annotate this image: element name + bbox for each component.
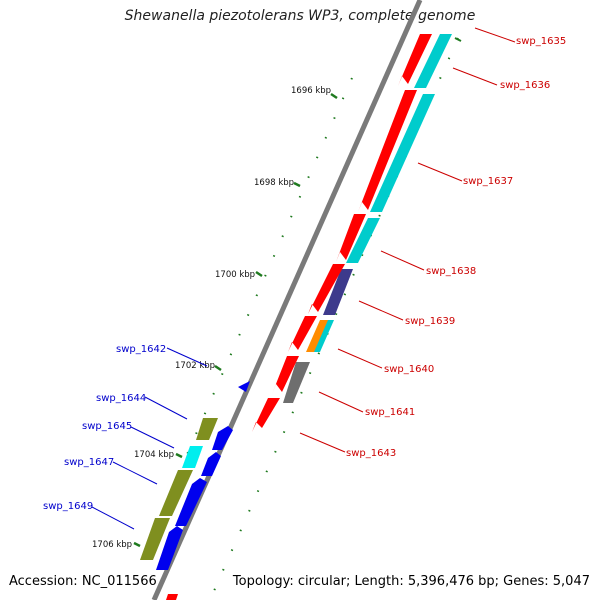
label-leader — [91, 506, 135, 530]
label-leader — [337, 348, 383, 369]
cds-forward — [308, 264, 345, 314]
accession-text: Accession: NC_011566 — [9, 574, 157, 589]
gene-label[interactable]: swp_1640 — [384, 364, 434, 375]
ruler-label: 1706 kbp — [92, 540, 132, 550]
cds-reverse — [238, 381, 250, 392]
cog-block — [306, 320, 330, 352]
gene-label[interactable]: swp_1635 — [516, 36, 566, 47]
cog-block — [414, 34, 452, 88]
cds-forward — [252, 398, 280, 432]
genome-backbone — [151, 0, 423, 600]
ruler-tick — [330, 92, 338, 100]
ruler-tick — [175, 452, 183, 459]
cds-forward — [336, 214, 366, 262]
label-leader — [452, 67, 498, 86]
label-leader — [144, 396, 188, 420]
inner-guide-track — [142, 77, 353, 556]
cds-reverse — [175, 478, 207, 526]
gene-label[interactable]: swp_1649 — [43, 501, 93, 512]
cog-block-reverse — [196, 418, 218, 440]
label-leader — [112, 461, 158, 485]
cog-block — [314, 320, 334, 352]
ruler-tick — [293, 181, 301, 188]
ruler-label: 1696 kbp — [291, 86, 331, 96]
label-leader — [130, 426, 175, 449]
label-leader — [474, 27, 516, 43]
gene-label[interactable]: swp_1647 — [64, 457, 114, 468]
label-leader — [380, 250, 425, 271]
cog-block — [346, 218, 380, 263]
cog-block — [370, 94, 435, 212]
cog-block — [283, 362, 310, 403]
label-leader — [166, 347, 208, 367]
ruler-label: 1702 kbp — [175, 361, 215, 371]
ruler-label: 1704 kbp — [134, 450, 174, 460]
cog-block-reverse — [182, 446, 203, 468]
gene-label[interactable]: swp_1637 — [463, 176, 513, 187]
gene-label[interactable]: swp_1638 — [426, 266, 476, 277]
gene-label[interactable]: swp_1636 — [500, 80, 550, 91]
gene-label[interactable]: swp_1642 — [116, 344, 166, 355]
summary-text: Topology: circular; Length: 5,396,476 bp… — [232, 574, 590, 589]
label-leader — [417, 162, 463, 182]
cds-forward — [358, 90, 417, 212]
cds-forward — [398, 34, 432, 86]
label-leader — [318, 391, 364, 413]
gene-label[interactable]: swp_1641 — [365, 407, 415, 418]
cds-forward — [288, 316, 317, 352]
cds-reverse — [156, 526, 183, 570]
tick-mark — [454, 37, 462, 42]
ruler-tick — [214, 364, 222, 372]
gene-label[interactable]: swp_1644 — [96, 393, 146, 404]
cds-forward — [166, 594, 178, 600]
map-title: Shewanella piezotolerans WP3, complete g… — [124, 8, 476, 24]
cds-reverse — [212, 426, 233, 450]
label-leader — [358, 300, 404, 321]
label-leader — [299, 432, 346, 453]
ruler-label: 1700 kbp — [215, 270, 255, 280]
gene-label[interactable]: swp_1643 — [346, 448, 396, 459]
cds-reverse — [201, 452, 221, 476]
ruler-tick — [133, 541, 141, 548]
gene-label[interactable]: swp_1645 — [82, 421, 132, 432]
cog-block-reverse — [140, 518, 170, 560]
ruler-tick — [255, 270, 263, 278]
cog-block-reverse — [159, 470, 193, 516]
cds-forward — [272, 356, 299, 394]
ruler-label: 1698 kbp — [254, 178, 294, 188]
gene-label[interactable]: swp_1639 — [405, 316, 455, 327]
cog-block — [323, 269, 353, 315]
